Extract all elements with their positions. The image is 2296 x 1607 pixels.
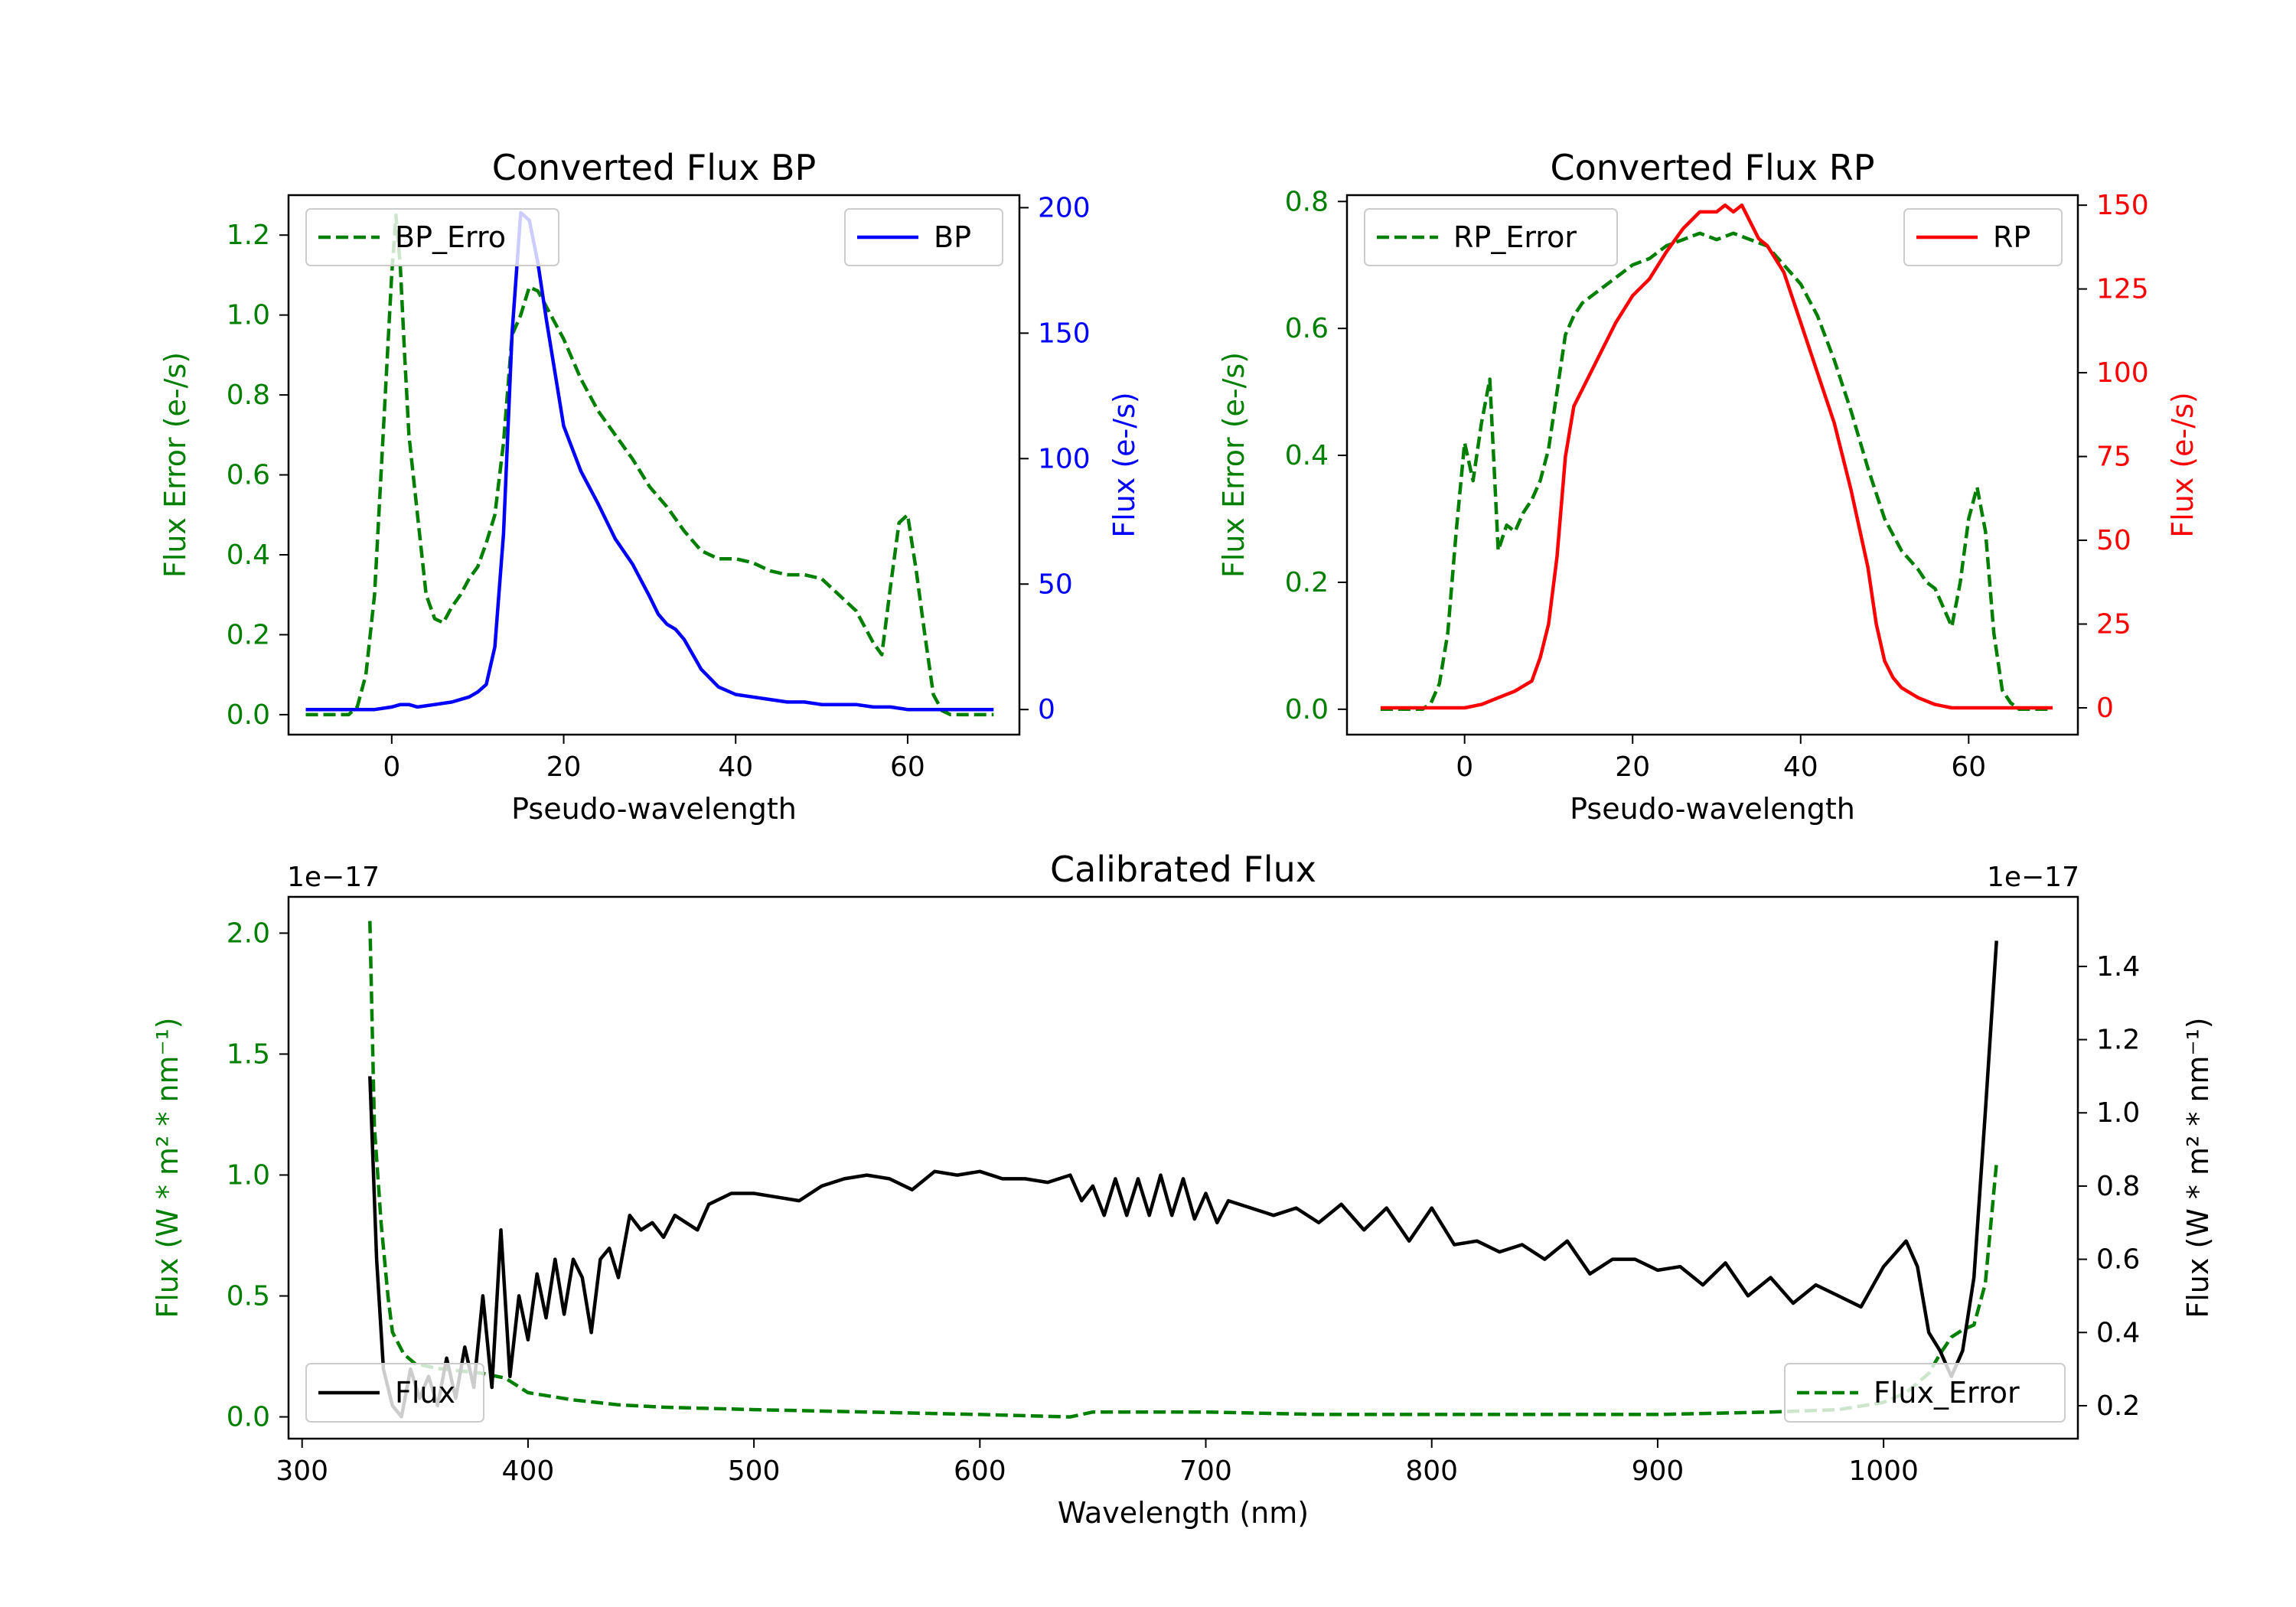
legend-box bbox=[1784, 1363, 2066, 1423]
y-left-tick-label: 0.2 bbox=[227, 619, 270, 650]
legend-label: BP bbox=[934, 220, 971, 254]
y-left-tick-label: 0.4 bbox=[1285, 440, 1329, 471]
y-right-tick-label: 50 bbox=[1038, 569, 1073, 600]
series-line-bp bbox=[305, 210, 994, 712]
legend-label: Flux_Error bbox=[1874, 1376, 2020, 1410]
y-right-tick-label: 150 bbox=[2096, 190, 2149, 221]
legend-label: RP_Error bbox=[1453, 220, 1577, 254]
series-line-flux bbox=[368, 940, 1998, 1419]
x-tick-label: 40 bbox=[1783, 751, 1818, 783]
x-tick-label: 800 bbox=[1405, 1455, 1458, 1487]
legend-label: BP_Erro bbox=[395, 220, 506, 254]
y-right-tick-label: 75 bbox=[2096, 442, 2131, 473]
x-tick-label: 0 bbox=[383, 751, 400, 783]
y-right-tick-label: 100 bbox=[2096, 357, 2149, 389]
y-right-tick-label: 0 bbox=[1038, 694, 1055, 725]
x-tick-label: 500 bbox=[728, 1455, 781, 1487]
series-line-rp bbox=[1380, 203, 2053, 710]
y-left-tick-label: 0.5 bbox=[227, 1281, 270, 1312]
chart-title: Converted Flux BP bbox=[492, 147, 817, 188]
chart-title: Converted Flux RP bbox=[1551, 147, 1875, 188]
y-right-tick-label: 100 bbox=[1038, 443, 1091, 474]
y-right-axis-label: Flux (W * m² * nm⁻¹) bbox=[2181, 1017, 2215, 1318]
y-right-tick-label: 0.2 bbox=[2096, 1390, 2140, 1422]
y-right-tick-label: 150 bbox=[1038, 318, 1091, 349]
y-right-tick-label: 200 bbox=[1038, 192, 1091, 223]
legend-flux: RP bbox=[1903, 208, 2063, 266]
x-tick-label: 60 bbox=[890, 751, 925, 783]
legend-label: Flux bbox=[395, 1376, 455, 1410]
x-tick-label: 600 bbox=[954, 1455, 1006, 1487]
rp-panel: 0 20 40 60 0.0 0.2 0.4 0.6 0.8 0 25 50 75 100 125 150 Co… bbox=[1217, 147, 2200, 826]
plot-frame bbox=[287, 895, 2079, 1440]
y-right-tick-label: 0.4 bbox=[2096, 1317, 2140, 1348]
y-left-axis-label: Flux Error (e-/s) bbox=[158, 352, 192, 578]
x-tick-label: 900 bbox=[1632, 1455, 1684, 1487]
y-left-tick-label: 0.6 bbox=[1285, 313, 1329, 344]
x-tick-label: 0 bbox=[1456, 751, 1473, 783]
x-tick-label: 300 bbox=[276, 1455, 328, 1487]
series-line-bp-error bbox=[305, 213, 994, 717]
x-tick-label: 1000 bbox=[1848, 1455, 1919, 1487]
chart-title: Calibrated Flux bbox=[1050, 849, 1316, 890]
calibrated-panel: 300 400 500 600 700 800 900 1000 0.0 0.5 1.0 1.5 2.0… bbox=[151, 849, 2215, 1530]
legend-error: RP_Error bbox=[1364, 208, 1618, 266]
y-left-offset-label: 1e−17 bbox=[287, 862, 380, 893]
legend-box bbox=[305, 1363, 484, 1423]
x-tick-label: 60 bbox=[1951, 751, 1986, 783]
x-axis-label: Pseudo-wavelength bbox=[1570, 792, 1855, 826]
y-left-tick-label: 0.8 bbox=[1285, 186, 1329, 217]
x-tick-label: 20 bbox=[546, 751, 582, 783]
y-left-tick-label: 1.2 bbox=[227, 220, 270, 251]
y-right-axis-label: Flux (e-/s) bbox=[1107, 392, 1141, 537]
x-axis-label: Wavelength (nm) bbox=[1058, 1496, 1309, 1530]
y-right-tick-label: 0 bbox=[2096, 693, 2114, 724]
x-tick-label: 20 bbox=[1615, 751, 1650, 783]
x-tick-label: 40 bbox=[718, 751, 753, 783]
y-left-axis-label: Flux (W * m² * nm⁻¹) bbox=[151, 1017, 184, 1318]
legend-flux-error: Flux_Error bbox=[1784, 1363, 2066, 1423]
y-left-tick-label: 0.4 bbox=[227, 539, 270, 571]
x-tick-label: 400 bbox=[502, 1455, 555, 1487]
y-right-tick-label: 1.0 bbox=[2096, 1097, 2140, 1129]
legend-flux: Flux bbox=[305, 1363, 484, 1423]
y-left-tick-label: 0.6 bbox=[227, 460, 270, 491]
plot-frame bbox=[287, 194, 1021, 736]
y-left-axis-label: Flux Error (e-/s) bbox=[1217, 352, 1251, 578]
legend-flux: BP bbox=[844, 208, 1003, 266]
y-left-tick-label: 0.8 bbox=[227, 380, 270, 411]
y-right-axis-label: Flux (e-/s) bbox=[2166, 392, 2200, 537]
x-axis-label: Pseudo-wavelength bbox=[511, 792, 797, 826]
legend-box bbox=[1364, 208, 1618, 266]
y-right-tick-label: 125 bbox=[2096, 274, 2149, 305]
y-right-tick-label: 0.8 bbox=[2096, 1171, 2140, 1202]
legend-error: BP_Erro bbox=[305, 208, 559, 266]
y-right-tick-label: 50 bbox=[2096, 525, 2131, 556]
bp-panel: 0 20 40 60 0.0 0.2 0.4 0.6 0.8 1.0 1.2 0 50 100 150 200… bbox=[158, 147, 1141, 826]
y-left-tick-label: 0.2 bbox=[1285, 567, 1329, 598]
y-left-tick-label: 0.0 bbox=[227, 1402, 270, 1433]
series-line-rp-error bbox=[1380, 231, 2053, 712]
y-left-tick-label: 2.0 bbox=[227, 918, 270, 949]
y-left-tick-label: 0.0 bbox=[227, 699, 270, 731]
y-right-tick-label: 0.6 bbox=[2096, 1244, 2140, 1276]
y-right-tick-label: 1.4 bbox=[2096, 951, 2140, 983]
legend-box bbox=[1903, 208, 2063, 266]
legend-box bbox=[305, 208, 559, 266]
y-left-tick-label: 0.0 bbox=[1285, 694, 1329, 725]
y-right-offset-label: 1e−17 bbox=[1987, 862, 2079, 893]
legend-label: RP bbox=[1993, 220, 2030, 254]
series-line-flux-error bbox=[368, 921, 1998, 1419]
y-right-tick-label: 25 bbox=[2096, 608, 2131, 640]
y-right-tick-label: 1.2 bbox=[2096, 1025, 2140, 1056]
y-left-tick-label: 1.5 bbox=[227, 1038, 270, 1070]
legend-box bbox=[844, 208, 1003, 266]
x-tick-label: 700 bbox=[1179, 1455, 1232, 1487]
y-left-tick-label: 1.0 bbox=[227, 1159, 270, 1191]
plot-frame bbox=[1345, 194, 2079, 736]
y-left-tick-label: 1.0 bbox=[227, 300, 270, 331]
